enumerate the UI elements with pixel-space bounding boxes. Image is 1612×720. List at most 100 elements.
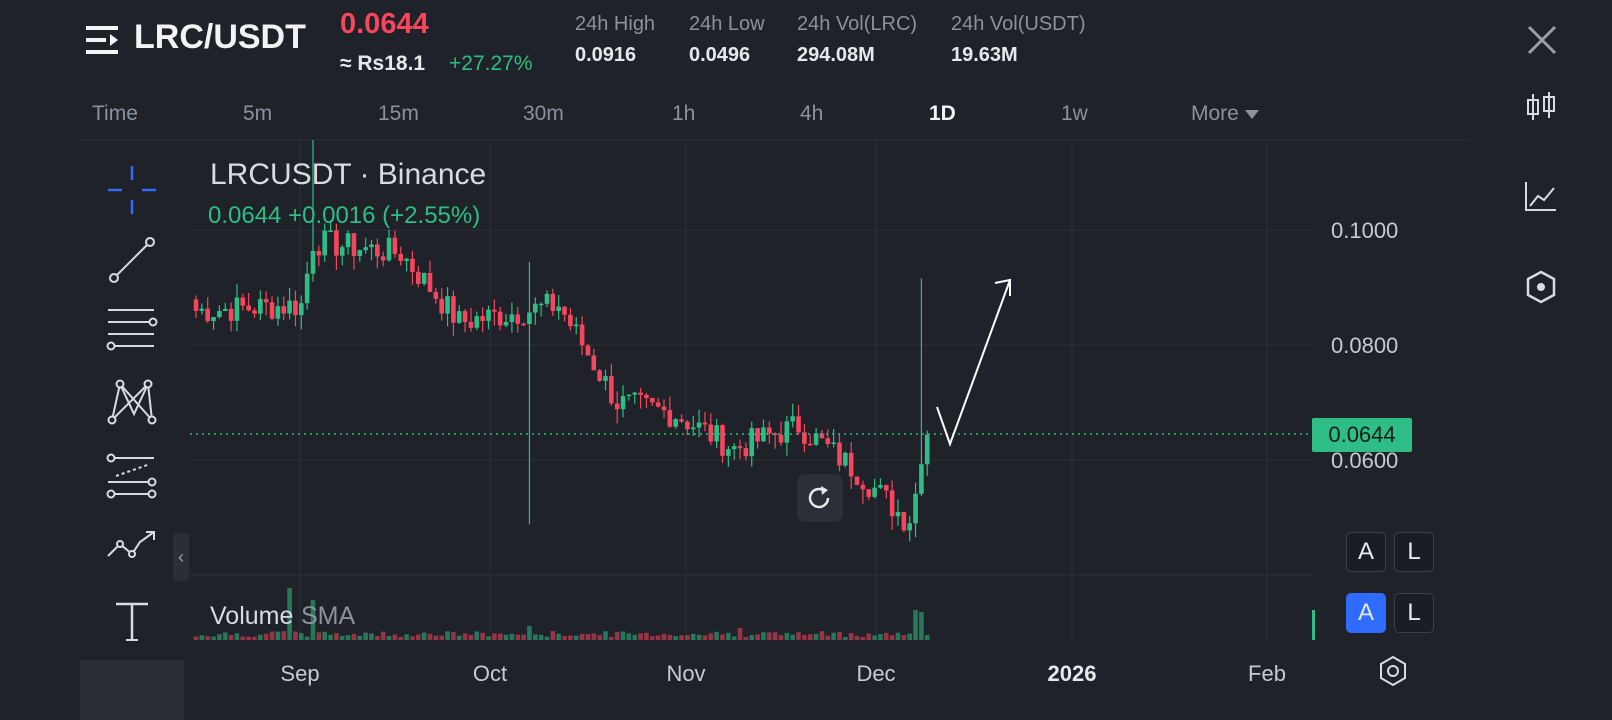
candle-body [661, 406, 667, 411]
path-icon[interactable] [106, 526, 158, 578]
candle-body [895, 511, 901, 517]
candle-body [655, 402, 661, 407]
candle-body [486, 309, 491, 321]
chart-symbol: LRCUSDT · Binance [210, 158, 487, 191]
last-price-tag: 0.0644 [1312, 418, 1412, 452]
candle-body [246, 305, 251, 311]
volume-bar [568, 635, 573, 640]
reset-icon[interactable] [797, 474, 843, 522]
volume-bar [421, 632, 427, 640]
volume-bar [632, 634, 638, 640]
more-tools-button[interactable] [80, 660, 184, 720]
tab-1w[interactable]: 1w [1061, 102, 1088, 125]
change-percent: +27.27% [449, 52, 533, 75]
volume-bar [299, 633, 304, 640]
fiat-approx-price: ≈ Rs18.1 [340, 52, 426, 75]
volume-bar [404, 634, 409, 640]
pair-title: LRC/USDT [134, 18, 306, 56]
menu-icon[interactable] [86, 24, 122, 56]
volume-bar [919, 612, 924, 640]
volume-bar [854, 635, 860, 640]
volume-bar [831, 632, 836, 640]
tab-4h[interactable]: 4h [800, 102, 824, 125]
stat-vol-usdt-value: 19.63M [951, 44, 1018, 66]
volume-bar [778, 635, 784, 640]
candle-body [614, 403, 620, 410]
tab-more[interactable]: More [1191, 102, 1259, 126]
volume-bar [655, 635, 661, 640]
volume-bar [807, 634, 813, 640]
collapse-toolbar-button[interactable]: ‹ [173, 533, 189, 581]
volume-bar [211, 636, 216, 640]
volume-bar [924, 634, 930, 640]
stat-vol-lrc-label: 24h Vol(LRC) [797, 13, 918, 35]
candle-body [626, 394, 632, 397]
volume-bar [392, 634, 398, 640]
indicator-icon[interactable] [1522, 178, 1560, 216]
candle-body [889, 490, 895, 517]
candle-body [275, 306, 281, 319]
volume-bar [895, 632, 901, 640]
tab-1d[interactable]: 1D [929, 102, 956, 125]
crosshair-icon[interactable] [106, 164, 158, 216]
volume-bar [521, 634, 526, 640]
candle-body [807, 443, 813, 446]
candle-body [550, 293, 556, 311]
candle-body [860, 484, 866, 490]
candle-body [591, 355, 597, 371]
auto-scale-button[interactable]: A [1346, 532, 1386, 572]
volume-bar [380, 631, 386, 640]
volume-bar [222, 632, 228, 640]
volume-bar [240, 636, 246, 640]
volume-bar [205, 636, 210, 640]
candle-body [503, 321, 509, 326]
candle-body [726, 449, 731, 456]
tab-1h[interactable]: 1h [672, 102, 696, 125]
candle-body [924, 434, 930, 465]
candle-body [761, 427, 766, 442]
volume-bar [322, 631, 327, 640]
candle-body [445, 296, 450, 314]
candle-body [497, 311, 503, 326]
volume-bar [281, 631, 287, 640]
volume-bar [439, 635, 444, 640]
volume-bar [433, 635, 439, 640]
drawn-forecast-line [936, 279, 1011, 447]
text-icon[interactable] [106, 596, 158, 648]
volume-bar [731, 636, 737, 640]
chart-settings-icon[interactable] [1376, 654, 1410, 688]
volume-bar [363, 632, 368, 640]
candle-body [334, 230, 339, 256]
volume-log-scale-button[interactable]: L [1394, 593, 1434, 633]
candle-body [562, 306, 567, 315]
volume-bar [310, 600, 316, 640]
close-icon[interactable] [1524, 22, 1560, 58]
candle-body [345, 233, 351, 248]
log-scale-button[interactable]: L [1394, 532, 1434, 572]
stat-high-label: 24h High [575, 13, 656, 35]
fib-levels-icon[interactable] [106, 304, 158, 356]
candlestick-icon[interactable] [1522, 88, 1560, 126]
forecast-icon[interactable] [106, 452, 158, 504]
volume-bar [737, 628, 743, 640]
candle-body [468, 321, 474, 328]
volume-bar [673, 636, 678, 640]
tab-15m[interactable]: 15m [378, 102, 419, 125]
volume-bar [562, 636, 567, 640]
settings-icon[interactable] [1522, 268, 1560, 306]
candle-body [398, 253, 404, 261]
x-tick-label: Sep [280, 661, 319, 686]
trend-line-icon[interactable] [106, 234, 158, 286]
candle-body [743, 448, 749, 457]
volume-bar [825, 635, 831, 640]
volume-auto-scale-button[interactable]: A [1346, 593, 1386, 633]
candle-body [369, 244, 374, 248]
tab-time[interactable]: Time [92, 102, 138, 125]
volume-bar [275, 631, 281, 640]
candle-body [825, 438, 831, 444]
tab-30m[interactable]: 30m [523, 102, 564, 125]
tab-5m[interactable]: 5m [243, 102, 273, 125]
volume-bar [246, 636, 251, 640]
pattern-icon[interactable] [106, 378, 158, 430]
